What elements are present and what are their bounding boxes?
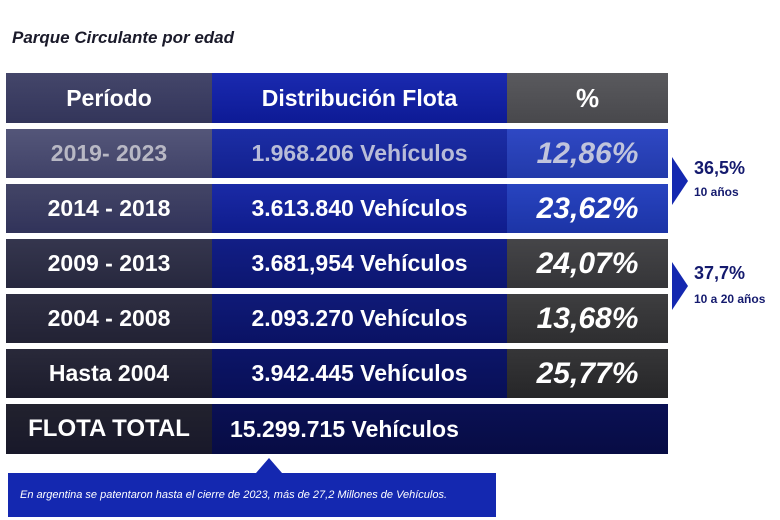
percent-cell: 24,07%	[507, 239, 668, 288]
group-percent: 37,7%	[694, 263, 746, 283]
footnote-callout: En argentina se patentaron hasta el cier…	[8, 473, 496, 517]
group-label: 10 a 20 años	[694, 292, 766, 306]
arrow-right-icon	[672, 157, 688, 205]
callout-pointer-icon	[256, 458, 282, 473]
table-row: 2009 - 2013 3.681,954 Vehículos 24,07%	[6, 239, 668, 288]
table-row: 2004 - 2008 2.093.270 Vehículos 13,68%	[6, 294, 668, 343]
table-row: 2014 - 2018 3.613.840 Vehículos 23,62%	[6, 184, 668, 233]
header-period: Período	[6, 73, 212, 123]
percent-cell: 25,77%	[507, 349, 668, 398]
period-cell: 2014 - 2018	[6, 184, 212, 233]
period-cell: 2004 - 2008	[6, 294, 212, 343]
table-header: Período Distribución Flota %	[6, 73, 668, 123]
percent-cell: 13,68%	[507, 294, 668, 343]
page-title: Parque Circulante por edad	[12, 28, 234, 47]
period-cell: 2009 - 2013	[6, 239, 212, 288]
period-cell: Hasta 2004	[6, 349, 212, 398]
total-label: FLOTA TOTAL	[6, 404, 212, 454]
header-fleet: Distribución Flota	[212, 73, 507, 123]
group-label: 10 años	[694, 185, 739, 199]
arrow-right-icon	[672, 262, 688, 310]
table-row: Hasta 2004 3.942.445 Vehículos 25,77%	[6, 349, 668, 398]
header-percent: %	[507, 73, 668, 123]
table-row: 2019- 2023 1.968.206 Vehículos 12,86%	[6, 129, 668, 178]
total-fleet: 15.299.715 Vehículos	[212, 404, 507, 454]
total-empty	[507, 404, 668, 454]
group-percent: 36,5%	[694, 158, 746, 178]
period-cell: 2019- 2023	[6, 129, 212, 178]
percent-cell: 12,86%	[507, 129, 668, 178]
fleet-cell: 3.681,954 Vehículos	[212, 239, 507, 288]
fleet-cell: 3.613.840 Vehículos	[212, 184, 507, 233]
fleet-cell: 2.093.270 Vehículos	[212, 294, 507, 343]
fleet-cell: 3.942.445 Vehículos	[212, 349, 507, 398]
total-row: FLOTA TOTAL 15.299.715 Vehículos	[6, 404, 668, 454]
percent-cell: 23,62%	[507, 184, 668, 233]
fleet-cell: 1.968.206 Vehículos	[212, 129, 507, 178]
